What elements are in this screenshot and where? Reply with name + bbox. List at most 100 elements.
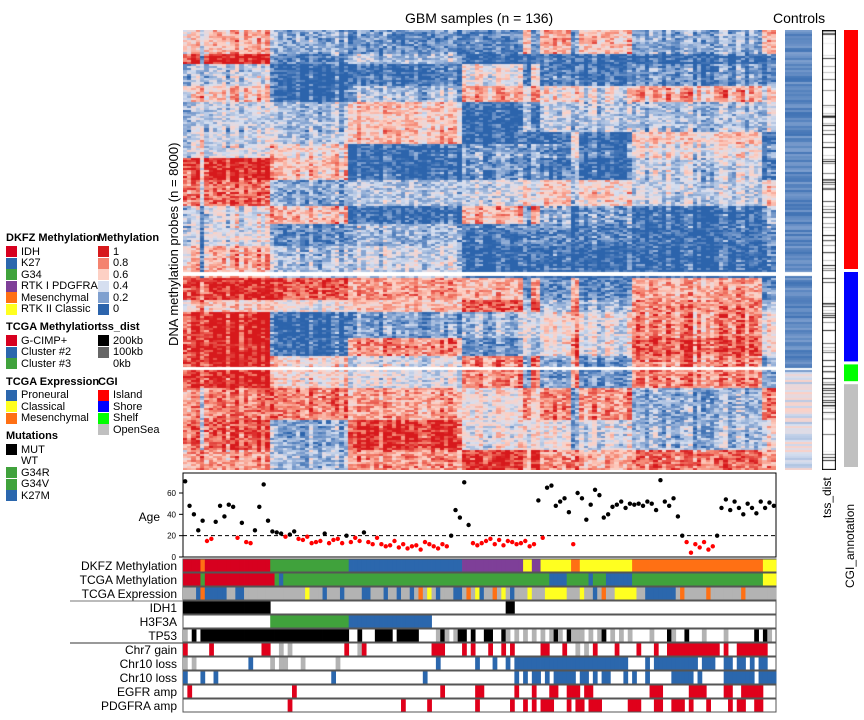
annotation-cell xyxy=(387,573,393,586)
annotation-cell xyxy=(710,643,716,656)
annotation-cell xyxy=(331,615,337,628)
annotation-cell xyxy=(666,573,672,586)
annotation-cell xyxy=(536,671,541,684)
annotation-cell xyxy=(274,615,280,628)
annotation-cell xyxy=(662,657,668,670)
annotation-cell xyxy=(619,559,624,572)
legend-title: tss_dist xyxy=(98,321,140,333)
annotation-cell xyxy=(758,573,764,586)
annotation-cell xyxy=(217,601,223,614)
annotation-cell xyxy=(762,657,768,670)
annotation-cell xyxy=(736,643,742,656)
annotation-cell xyxy=(762,671,768,684)
annotation-cell xyxy=(366,615,371,628)
annotation-cell xyxy=(265,573,271,586)
legend-swatch xyxy=(6,346,17,358)
annotation-cell xyxy=(318,615,323,628)
age-point xyxy=(636,501,641,506)
annotation-cell xyxy=(344,573,350,586)
annotation-cell xyxy=(191,587,197,600)
age-tick-label: 20 xyxy=(167,532,176,541)
age-point xyxy=(514,542,519,547)
legend-title: TCGA Expression xyxy=(6,375,100,388)
annotation-cell xyxy=(200,629,206,642)
annotation-cell xyxy=(536,587,541,600)
annotation-cell xyxy=(693,643,698,656)
annotation-cell xyxy=(248,587,254,600)
annotation-cell xyxy=(283,615,289,628)
annotation-cell xyxy=(549,629,555,642)
annotation-cell xyxy=(448,559,454,572)
legend-item: WT xyxy=(6,455,101,467)
annotation-cell xyxy=(448,587,454,600)
annotation-cell xyxy=(492,657,498,670)
age-point xyxy=(435,546,441,551)
legend-item: 0.2 xyxy=(98,292,159,304)
age-point xyxy=(671,496,676,501)
annotation-cell xyxy=(523,629,528,642)
legend-label: Mesenchymal xyxy=(21,412,89,425)
annotation-cell xyxy=(510,601,515,614)
age-point xyxy=(409,544,415,549)
age-point xyxy=(557,499,563,504)
annotation-cell xyxy=(222,559,228,572)
age-point xyxy=(571,542,576,547)
legend-label: 0.6 xyxy=(113,268,129,281)
age-point xyxy=(339,540,345,546)
annotation-cell xyxy=(401,615,406,628)
legend-title: Mutations xyxy=(6,430,58,442)
annotation-cell xyxy=(252,587,258,600)
annotation-cell xyxy=(353,615,358,628)
age-point xyxy=(732,499,737,504)
annotation-cell xyxy=(754,573,759,586)
annotation-cell xyxy=(183,573,188,586)
methylation-heatmap xyxy=(183,30,776,470)
legend-label: 200kb xyxy=(113,334,143,347)
age-point xyxy=(331,537,336,543)
annotation-cell xyxy=(283,657,289,670)
annotation-cell xyxy=(326,615,332,628)
legend-swatch xyxy=(98,303,109,315)
annotation-cell xyxy=(557,587,563,600)
annotation-cell xyxy=(553,685,559,698)
annotation-cell xyxy=(318,629,323,642)
annotation-cell xyxy=(401,699,406,712)
annotation-cell xyxy=(680,671,685,684)
annotation-cell xyxy=(313,573,319,586)
annotation-cell xyxy=(588,587,594,600)
annotation-cell xyxy=(619,573,624,586)
annotation-cell xyxy=(309,587,315,600)
age-point xyxy=(335,536,340,542)
age-point xyxy=(675,514,681,519)
age-point xyxy=(265,518,271,523)
annotation-cell xyxy=(636,587,642,600)
annotation-cell xyxy=(684,657,690,670)
annotation-cell xyxy=(226,629,232,642)
annotation-cell xyxy=(278,615,284,628)
legend-label: G-CIMP+ xyxy=(21,334,68,347)
annotation-cell xyxy=(318,573,323,586)
annotation-row-idh1 xyxy=(182,600,777,615)
legend-item: G34V xyxy=(6,478,101,491)
annotation-cell xyxy=(222,629,228,642)
age-point xyxy=(196,528,201,533)
annotation-cell xyxy=(540,629,546,642)
age-point xyxy=(270,529,275,534)
annotation-cell xyxy=(658,573,664,586)
annotation-row-frame xyxy=(182,600,777,615)
annotation-cell xyxy=(514,629,520,642)
annotation-cell xyxy=(662,587,668,600)
annotation-cell xyxy=(767,587,773,600)
annotation-cell xyxy=(745,587,751,600)
legend-label: G34V xyxy=(21,478,50,491)
annotation-cell xyxy=(728,657,733,670)
annotation-cell xyxy=(470,629,476,642)
annotation-cell xyxy=(187,573,193,586)
annotation-cell xyxy=(536,573,541,586)
annotation-cell xyxy=(427,573,432,586)
annotation-cell xyxy=(213,629,219,642)
annotation-cell xyxy=(230,601,236,614)
age-point xyxy=(614,502,620,507)
annotation-cell xyxy=(531,587,537,600)
annotation-cell xyxy=(762,587,768,600)
